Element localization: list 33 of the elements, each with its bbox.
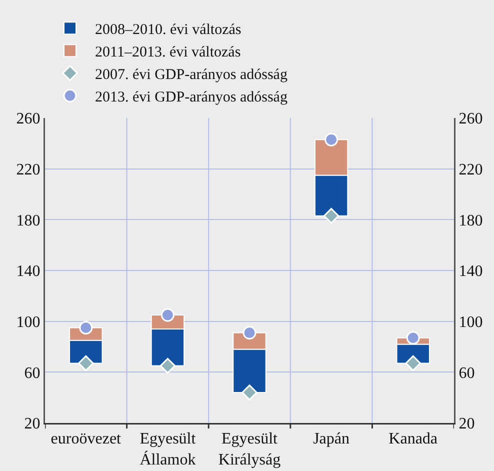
legend-label: 2008–2010. évi változás [95,22,242,38]
point [78,355,94,372]
y2-tick-label: 100 [458,314,483,331]
point [324,132,338,146]
point [79,320,93,334]
x-tick-label: Egyesült Államok [140,430,196,468]
x-tick-label: Kanada [388,430,438,448]
y-tick-label: 140 [16,263,40,280]
y2-tick-label: 220 [458,161,483,178]
y2-tick-label: 140 [458,263,483,280]
x-tick-label: Egyesült Királyság [218,430,281,468]
y2-tick-label: 60 [458,364,475,382]
x-tick-label: euroövezet [50,430,122,448]
y-tick-label: 100 [16,314,40,331]
y2-tick-label: 180 [458,212,483,230]
x-tick-label: Japán [313,430,350,448]
y2-tick-label: 20 [458,416,475,433]
point [406,331,420,345]
y-tick-label: 220 [16,161,40,178]
y-tick-label: 260 [16,110,40,128]
point [160,358,176,374]
y-tick-label: 20 [24,416,40,433]
legend-label: 2013. évi GDP-arányos adósság [95,90,288,106]
legend-label: 2011–2013. évi változás [95,44,241,60]
point [405,355,421,372]
point [242,326,256,340]
point [242,384,258,400]
point [160,308,174,322]
y2-tick-label: 260 [458,110,483,128]
y-tick-label: 180 [16,212,40,230]
point [323,208,340,224]
legend-label: 2007. évi GDP-arányos adósság [95,67,288,83]
y-tick-label: 60 [24,364,40,382]
